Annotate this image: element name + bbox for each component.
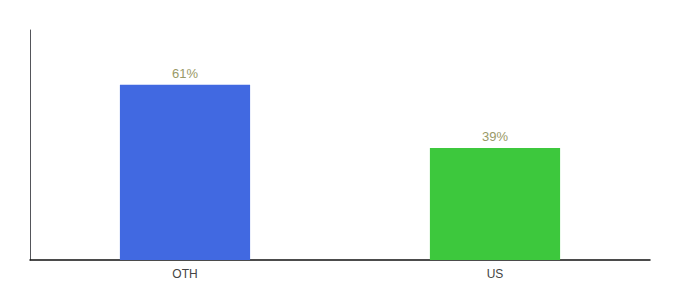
svg-text:61%: 61%	[172, 66, 198, 81]
svg-text:OTH: OTH	[172, 267, 197, 281]
svg-text:39%: 39%	[482, 129, 508, 144]
svg-text:US: US	[487, 267, 504, 281]
